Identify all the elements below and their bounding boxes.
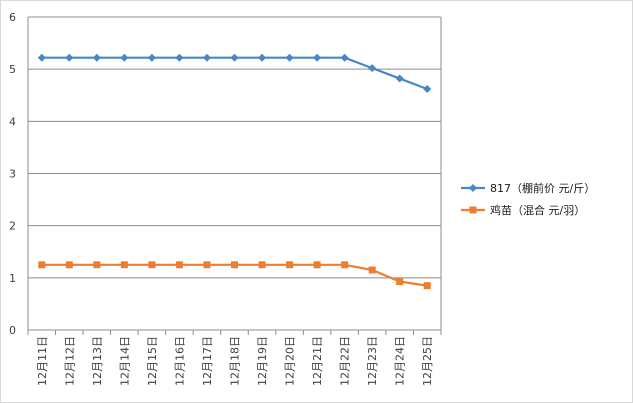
- gridlines: [28, 16, 441, 279]
- x-tick-label: 12月16日: [173, 336, 186, 386]
- x-tick-label: 12月18日: [229, 336, 242, 386]
- data-point-diamond: [147, 53, 156, 62]
- axes: 0 1 2 3 4 5 6 12月11日 12月12日 12月13日 12月14日 12月15日 12月…: [9, 11, 442, 386]
- data-point-square: [203, 261, 211, 269]
- legend-marker-square: [469, 206, 477, 214]
- data-point-diamond: [423, 84, 432, 93]
- series-plot: [37, 53, 432, 290]
- data-point-square: [93, 261, 101, 269]
- data-point-diamond: [230, 53, 239, 62]
- y-tick-label: 5: [9, 63, 16, 76]
- x-tick-label: 12月13日: [91, 336, 104, 386]
- x-tick-label: 12月11日: [36, 336, 49, 386]
- data-point-square: [175, 261, 183, 269]
- series-line-1: [41, 56, 428, 91]
- x-tick-label: 12月22日: [339, 336, 352, 386]
- data-point-diamond: [395, 74, 404, 83]
- legend-label: 817（棚前价 元/斤）: [490, 181, 595, 195]
- data-point-square: [286, 261, 294, 269]
- data-point-diamond: [92, 53, 101, 62]
- data-point-square: [231, 261, 238, 269]
- data-point-square: [368, 266, 376, 274]
- data-point-square: [120, 261, 128, 269]
- data-point-diamond: [120, 53, 129, 62]
- legend-label: 鸡苗（混合 元/羽）: [490, 203, 585, 217]
- data-point-square: [65, 261, 73, 269]
- data-point-diamond: [175, 53, 184, 62]
- data-point-diamond: [65, 53, 74, 62]
- x-tick-label: 12月14日: [118, 336, 131, 386]
- legend-marker-diamond: [469, 184, 477, 192]
- y-tick-label: 4: [9, 115, 16, 128]
- data-point-diamond: [285, 53, 294, 62]
- data-point-diamond: [340, 53, 349, 62]
- x-tick-label: 12月12日: [63, 336, 76, 386]
- y-tick-label: 6: [9, 11, 16, 24]
- x-tick-label: 12月23日: [366, 336, 379, 386]
- x-tick-label: 12月17日: [201, 336, 214, 386]
- x-tick-label: 12月25日: [421, 336, 434, 386]
- data-point-square: [38, 261, 46, 269]
- y-tick-label: 3: [9, 168, 16, 181]
- data-point-square: [313, 261, 321, 269]
- x-tick-label: 12月15日: [146, 336, 159, 386]
- data-point-diamond: [37, 53, 46, 62]
- x-tick-label: 12月24日: [394, 336, 407, 386]
- x-tick-label: 12月19日: [256, 336, 269, 386]
- y-tick-label: 2: [9, 220, 16, 233]
- data-point-square: [423, 282, 431, 290]
- data-point-square: [148, 261, 156, 269]
- data-point-diamond: [258, 53, 267, 62]
- data-point-square: [341, 261, 349, 269]
- data-point-diamond: [313, 53, 322, 62]
- data-point-diamond: [368, 64, 377, 73]
- x-tick-label: 12月21日: [311, 336, 324, 386]
- data-point-diamond: [202, 53, 211, 62]
- y-tick-label: 0: [9, 324, 16, 337]
- data-point-square: [258, 261, 266, 269]
- legend: 817（棚前价 元/斤） 鸡苗（混合 元/羽）: [461, 181, 595, 217]
- data-point-square: [396, 277, 404, 285]
- x-tick-label: 12月20日: [284, 336, 297, 386]
- y-tick-label: 1: [9, 272, 16, 285]
